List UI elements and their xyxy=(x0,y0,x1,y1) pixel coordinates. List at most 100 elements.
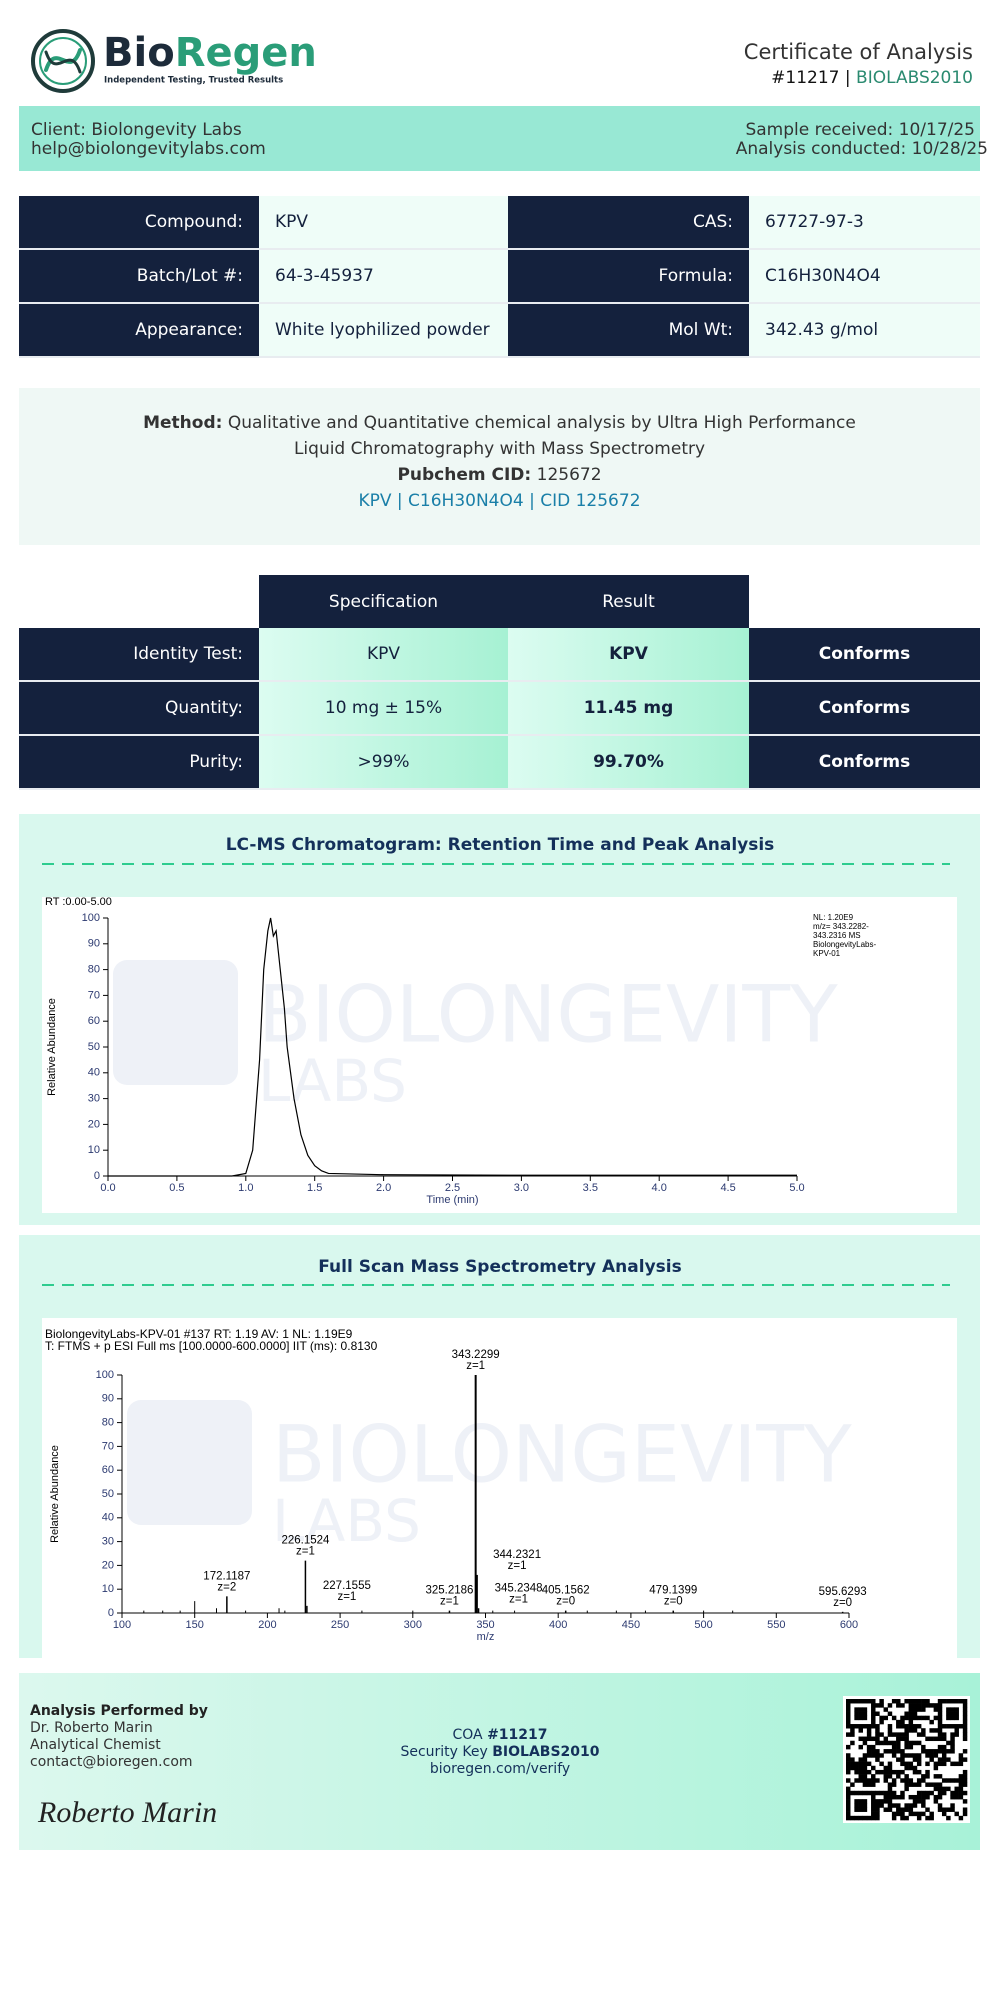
qr-module xyxy=(858,1765,863,1771)
client: Client: Biolongevity Labs xyxy=(31,120,242,140)
qr-module xyxy=(858,1790,863,1796)
qr-module xyxy=(941,1732,947,1737)
annotation: m/z= 343.2282- xyxy=(813,922,869,931)
qr-module xyxy=(946,1807,951,1812)
qr-module xyxy=(925,1753,930,1758)
method-line: Method: Qualitative and Quantitative che… xyxy=(119,410,880,462)
qr-module xyxy=(871,1807,876,1812)
qr-module xyxy=(875,1803,880,1808)
label-cell xyxy=(19,250,259,302)
qr-module xyxy=(916,1703,922,1708)
qr-module xyxy=(846,1707,851,1712)
qr-module xyxy=(962,1707,968,1712)
annotation: BiolongevityLabs- xyxy=(813,940,876,949)
qr-module xyxy=(904,1699,909,1704)
section-title: Full Scan Mass Spectrometry Analysis xyxy=(318,1257,681,1277)
qr-module xyxy=(941,1744,947,1750)
qr-module xyxy=(875,1740,880,1746)
verify-url[interactable]: bioregen.com/verify xyxy=(430,1761,570,1777)
y-tick-label: 50 xyxy=(102,1488,114,1500)
qr-module xyxy=(887,1807,893,1812)
y-tick-label: 70 xyxy=(102,1440,114,1452)
qr-module xyxy=(887,1765,893,1771)
qr-module xyxy=(933,1707,939,1712)
qr-module xyxy=(875,1778,880,1783)
qr-module xyxy=(962,1711,968,1716)
qr-module xyxy=(858,1815,863,1821)
qr-module xyxy=(962,1724,968,1729)
qr-module xyxy=(846,1703,851,1708)
qr-module xyxy=(950,1715,955,1721)
qr-module xyxy=(846,1769,851,1775)
qr-module xyxy=(958,1753,964,1758)
qr-module xyxy=(883,1794,889,1800)
y-tick-label: 60 xyxy=(102,1464,114,1476)
qr-module xyxy=(854,1761,859,1767)
qr-module xyxy=(921,1774,926,1779)
qr-module xyxy=(904,1765,909,1771)
qr-module xyxy=(883,1749,889,1754)
field-value: 342.43 g/mol xyxy=(765,320,878,340)
qr-module xyxy=(904,1807,909,1812)
qr-module xyxy=(950,1707,955,1712)
qr-module xyxy=(904,1724,909,1729)
qr-module xyxy=(954,1761,959,1767)
x-tick-label: 600 xyxy=(840,1619,858,1631)
peak-charge: z=0 xyxy=(556,1596,575,1608)
qr-module xyxy=(916,1769,922,1775)
qr-module xyxy=(904,1728,909,1733)
y-tick-label: 10 xyxy=(102,1583,114,1595)
qr-module xyxy=(883,1707,889,1712)
qr-module xyxy=(883,1799,889,1804)
qr-module xyxy=(950,1790,955,1796)
status: Conforms xyxy=(819,698,911,718)
qr-module xyxy=(921,1749,926,1754)
annotation: NL: 1.20E9 xyxy=(813,913,854,922)
qr-module xyxy=(875,1736,880,1742)
qr-module xyxy=(866,1815,872,1821)
qr-module xyxy=(866,1778,872,1783)
qr-module xyxy=(921,1744,926,1750)
qr-module xyxy=(916,1724,922,1729)
x-tick-label: 1.5 xyxy=(307,1182,322,1194)
peak-charge: z=1 xyxy=(466,1360,485,1372)
method-label: Method: xyxy=(143,413,223,433)
qr-module xyxy=(871,1778,876,1783)
qr-module xyxy=(916,1699,922,1704)
qr-module xyxy=(887,1711,893,1716)
qr-module xyxy=(883,1736,889,1742)
qr-module xyxy=(921,1803,926,1808)
qr-code xyxy=(843,1696,970,1823)
x-tick-label: 250 xyxy=(331,1619,349,1631)
qr-module xyxy=(925,1715,930,1721)
qr-module xyxy=(962,1774,968,1779)
qr-module xyxy=(850,1765,855,1771)
qr-module xyxy=(916,1761,922,1767)
x-axis-label: Time (min) xyxy=(426,1194,478,1206)
doc-title: Certificate of Analysis xyxy=(744,40,973,64)
qr-module xyxy=(954,1711,959,1716)
qr-module xyxy=(904,1761,909,1767)
qr-module xyxy=(941,1778,947,1783)
qr-module xyxy=(850,1740,855,1746)
qr-module xyxy=(950,1794,955,1800)
qr-module xyxy=(921,1703,926,1708)
qr-module xyxy=(866,1736,872,1742)
qr-module xyxy=(933,1749,939,1754)
qr-module xyxy=(921,1778,926,1783)
pubchem-link[interactable]: KPV | C16H30N4O4 | CID 125672 xyxy=(358,491,641,511)
qr-module xyxy=(875,1732,880,1737)
qr-module xyxy=(962,1769,968,1775)
qr-module xyxy=(896,1703,901,1708)
qr-module xyxy=(896,1724,901,1729)
qr-module xyxy=(941,1811,947,1817)
y-tick-label: 80 xyxy=(88,964,100,976)
peak-charge: z=0 xyxy=(664,1596,683,1608)
qr-module xyxy=(946,1778,951,1783)
qr-module xyxy=(887,1749,893,1754)
qr-module xyxy=(875,1749,880,1754)
qr-module xyxy=(871,1815,876,1821)
qr-module xyxy=(921,1799,926,1804)
value-cell xyxy=(259,304,508,356)
qr-module xyxy=(891,1803,897,1808)
